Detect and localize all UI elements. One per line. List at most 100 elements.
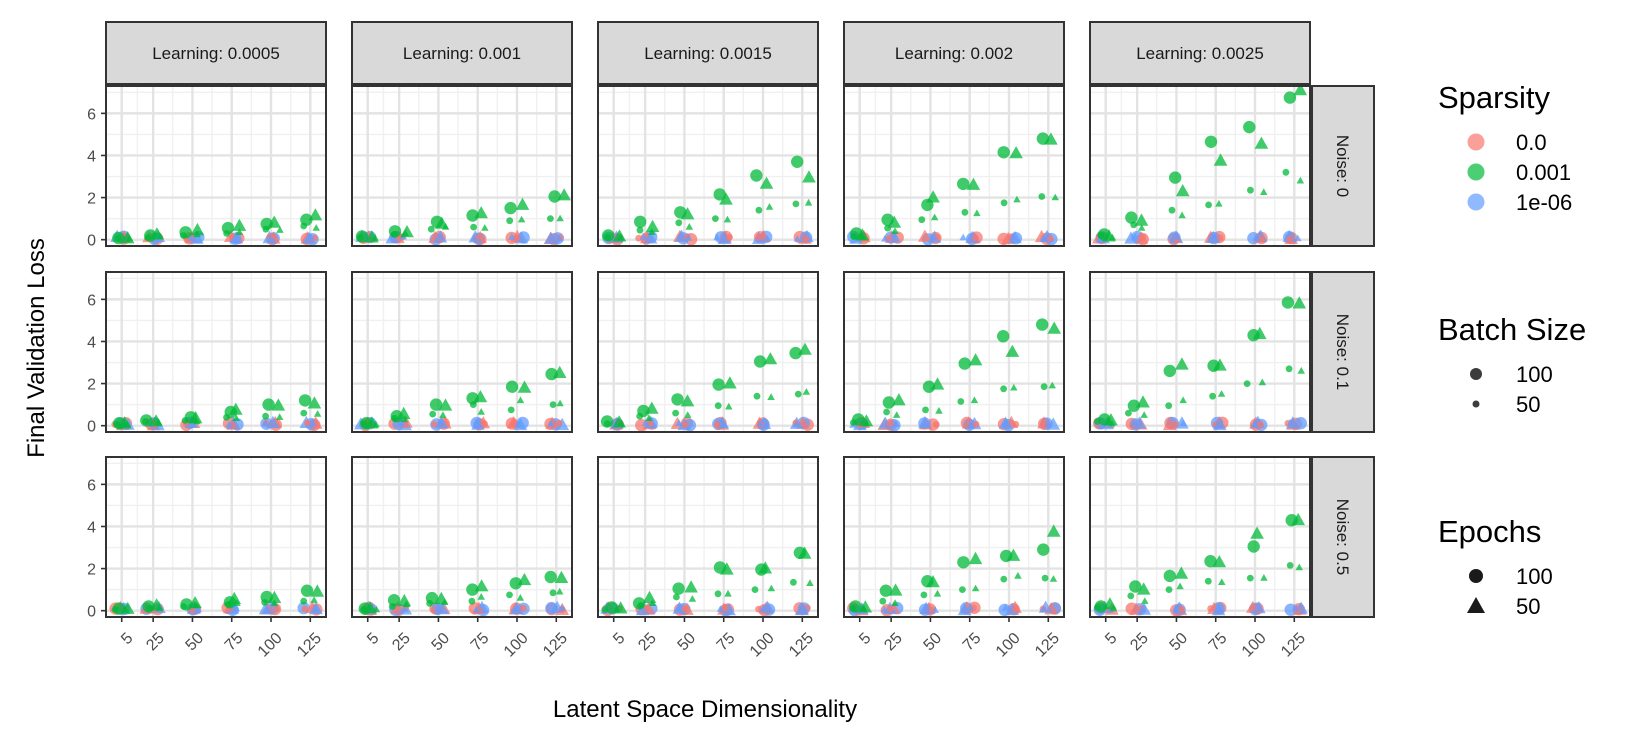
data-point — [1165, 586, 1173, 593]
panel-border — [843, 456, 1065, 618]
data-point — [474, 206, 488, 219]
data-point — [636, 226, 644, 234]
strip-box — [1311, 271, 1375, 433]
data-point — [758, 561, 773, 574]
panel — [843, 271, 1065, 433]
data-point — [360, 420, 368, 428]
column-strip-label: Learning: 0.002 — [895, 44, 1013, 63]
x-tick-label: 125 — [1032, 630, 1063, 661]
baseline-point — [959, 233, 967, 241]
baseline-point — [931, 606, 940, 613]
baseline-point — [1292, 604, 1301, 611]
baseline-point — [1257, 421, 1264, 428]
x-tick-label: 50 — [921, 630, 946, 655]
baseline-point — [544, 231, 558, 244]
panel-background — [598, 272, 818, 432]
panel-background — [844, 272, 1064, 432]
data-point — [789, 346, 802, 360]
data-point — [719, 192, 733, 205]
data-point — [1127, 399, 1141, 412]
baseline-point — [1178, 605, 1185, 613]
panel: 5 25 50 75 100 125 — [843, 456, 1065, 661]
x-tick-label: 75 — [714, 630, 739, 655]
data-point — [1218, 578, 1226, 585]
data-point — [1281, 296, 1295, 309]
y-tick-label: 2 — [87, 191, 96, 208]
baseline-point — [430, 421, 438, 428]
y-tick-label: 2 — [87, 377, 96, 394]
baseline-point — [385, 231, 400, 244]
panel-background — [844, 86, 1064, 246]
baseline-point — [918, 229, 932, 242]
data-point — [957, 177, 970, 191]
baseline-point — [756, 419, 764, 427]
baseline-point — [759, 604, 767, 612]
data-point — [1014, 571, 1022, 579]
column-strip-label: Learning: 0.0015 — [644, 44, 772, 63]
data-point — [883, 408, 890, 416]
panel — [351, 85, 573, 247]
data-point — [798, 342, 812, 355]
data-point — [473, 390, 488, 403]
legend-label: 100 — [1516, 564, 1553, 589]
data-point — [466, 583, 479, 596]
data-point — [372, 605, 381, 613]
panel-border — [843, 271, 1065, 433]
data-point — [548, 190, 561, 203]
data-point — [1297, 366, 1305, 374]
data-point — [113, 421, 121, 428]
data-point — [930, 377, 945, 390]
baseline-point — [792, 420, 801, 428]
data-point — [1179, 396, 1187, 404]
baseline-point — [401, 605, 409, 612]
data-point — [791, 155, 804, 168]
data-point — [759, 176, 774, 189]
baseline-point — [1215, 604, 1224, 612]
x-tick-label: 5 — [1102, 630, 1120, 648]
data-point — [1217, 390, 1226, 397]
data-point — [1213, 153, 1228, 166]
data-point — [1141, 597, 1149, 604]
baseline-point — [880, 605, 889, 613]
data-point — [1175, 357, 1189, 370]
panel-background — [598, 457, 818, 617]
data-point — [849, 605, 857, 612]
data-point — [920, 591, 928, 599]
data-point — [806, 579, 814, 586]
data-point — [792, 200, 800, 208]
data-point — [193, 417, 201, 425]
data-point — [388, 603, 396, 610]
baseline-point — [881, 234, 889, 242]
panel-background — [352, 457, 572, 617]
data-point — [267, 590, 282, 603]
data-point — [429, 410, 437, 418]
baseline-point — [763, 234, 771, 242]
baseline-point — [1009, 233, 1017, 240]
x-tick-label: 100 — [747, 630, 778, 661]
panel-background — [352, 272, 572, 432]
data-point — [262, 412, 269, 420]
data-point — [1093, 604, 1101, 611]
panel-border — [1089, 456, 1311, 618]
panel-background — [598, 86, 818, 246]
strip-box — [351, 21, 573, 85]
baseline-point — [520, 604, 527, 612]
data-point — [1291, 512, 1305, 526]
baseline-point — [513, 234, 521, 242]
data-point — [224, 601, 232, 608]
data-point — [935, 406, 943, 414]
data-point — [970, 396, 979, 404]
data-point — [1204, 135, 1218, 148]
data-point — [958, 357, 971, 370]
data-point — [930, 213, 939, 221]
data-point — [1260, 574, 1268, 581]
panel-border — [597, 456, 819, 618]
data-point — [440, 598, 449, 605]
data-point — [401, 229, 409, 237]
data-point — [371, 234, 379, 241]
baseline-point — [472, 605, 481, 613]
data-point — [1295, 563, 1303, 571]
data-point — [506, 591, 513, 599]
data-point — [517, 572, 532, 586]
